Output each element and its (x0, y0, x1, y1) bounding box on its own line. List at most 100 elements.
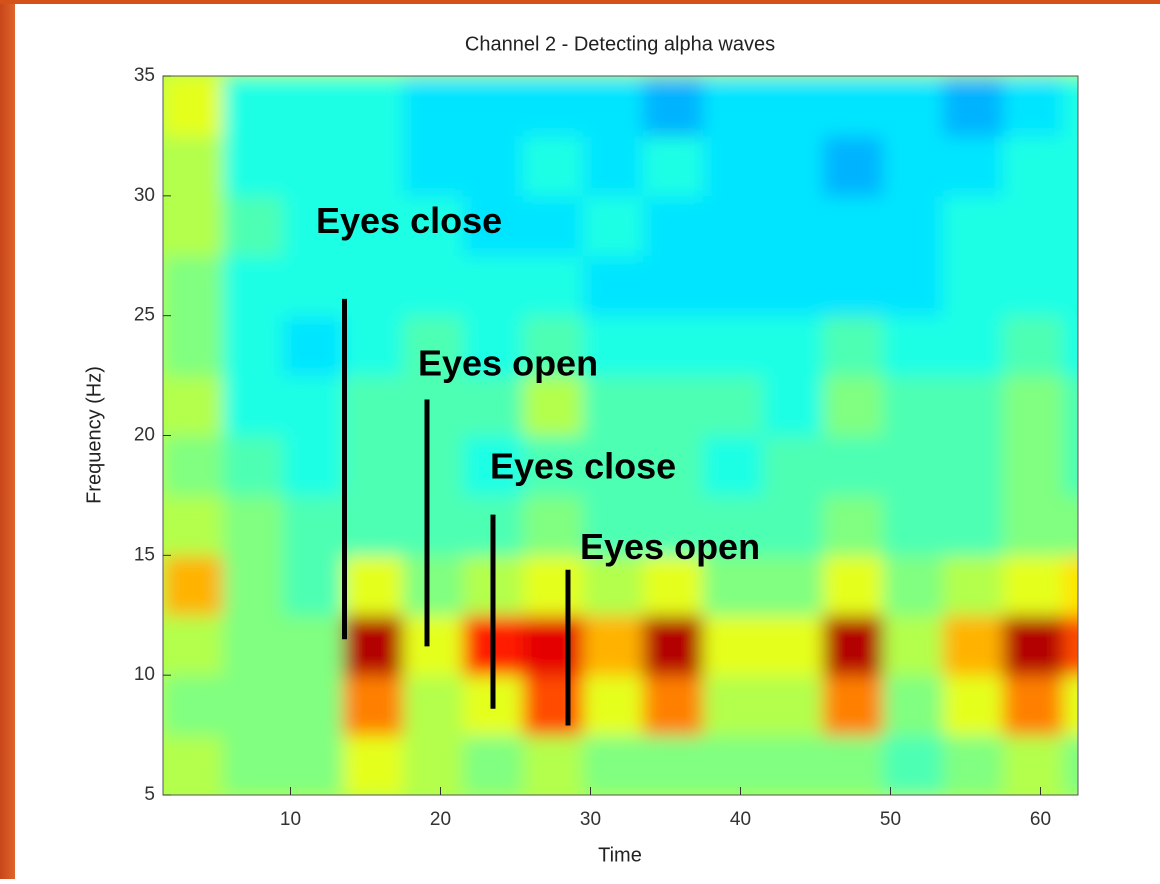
heatmap-cell (223, 316, 284, 376)
heatmap-cell (1063, 196, 1124, 256)
heatmap-cell (343, 735, 404, 795)
heatmap-cell (823, 615, 884, 675)
annotation: Eyes close (490, 446, 676, 487)
heatmap-cell (883, 316, 944, 376)
heatmap-cell (763, 376, 824, 436)
heatmap-cell (343, 376, 404, 436)
heatmap-cell (763, 675, 824, 735)
heatmap-cell (943, 555, 1004, 615)
heatmap-cell (163, 555, 224, 615)
heatmap-cell (403, 615, 464, 675)
heatmap-cell (883, 136, 944, 196)
heatmap-cell (223, 76, 284, 136)
heatmap-cell (763, 136, 824, 196)
heatmap-cell (1063, 316, 1124, 376)
heatmap-cell (163, 316, 224, 376)
heatmap-cell (223, 555, 284, 615)
heatmap-cell (223, 376, 284, 436)
heatmap-cell (943, 376, 1004, 436)
heatmap-cell (223, 196, 284, 256)
heatmap-cell (1003, 256, 1064, 316)
heatmap-cell (883, 436, 944, 496)
x-tick-label: 60 (1030, 809, 1051, 830)
heatmap-cell (703, 316, 764, 376)
heatmap-cell (403, 136, 464, 196)
heatmap-cell (703, 196, 764, 256)
heatmap-cell (283, 675, 344, 735)
heatmap-cell (403, 675, 464, 735)
heatmap-cell (1063, 376, 1124, 436)
heatmap-cell (943, 136, 1004, 196)
heatmap-cell (163, 735, 224, 795)
heatmap-cell (943, 735, 1004, 795)
heatmap-cell (343, 555, 404, 615)
heatmap-cell (883, 555, 944, 615)
heatmap-cell (943, 436, 1004, 496)
heatmap-cell (1063, 615, 1124, 675)
heatmap (143, 56, 1124, 815)
heatmap-cell (763, 495, 824, 555)
heatmap-cell (583, 376, 644, 436)
heatmap-cell (523, 555, 584, 615)
heatmap-cell (283, 495, 344, 555)
heatmap-cell (1003, 136, 1064, 196)
heatmap-cell (823, 196, 884, 256)
heatmap-cell (643, 136, 704, 196)
frame-top (0, 0, 1160, 4)
heatmap-cell (403, 555, 464, 615)
heatmap-cell (703, 615, 764, 675)
annotation: Eyes open (580, 526, 760, 567)
heatmap-cell (1063, 136, 1124, 196)
heatmap-cell (343, 316, 404, 376)
heatmap-cell (523, 495, 584, 555)
heatmap-cell (763, 76, 824, 136)
heatmap-cell (643, 316, 704, 376)
heatmap-cell (463, 256, 524, 316)
heatmap-cell (463, 376, 524, 436)
heatmap-cell (163, 256, 224, 316)
heatmap-cell (343, 136, 404, 196)
heatmap-cell (703, 76, 764, 136)
x-tick-label: 10 (280, 809, 301, 830)
heatmap-cell (1063, 675, 1124, 735)
heatmap-cell (943, 76, 1004, 136)
heatmap-cell (463, 136, 524, 196)
heatmap-cell (823, 136, 884, 196)
x-tick-label: 50 (880, 809, 901, 830)
heatmap-cell (223, 615, 284, 675)
heatmap-cell (583, 675, 644, 735)
heatmap-cell (703, 735, 764, 795)
heatmap-cell (1003, 436, 1064, 496)
heatmap-cell (1003, 376, 1064, 436)
heatmap-cell (943, 196, 1004, 256)
heatmap-cell (703, 256, 764, 316)
heatmap-cell (883, 256, 944, 316)
heatmap-cell (1063, 735, 1124, 795)
heatmap-cell (523, 675, 584, 735)
heatmap-cell (523, 735, 584, 795)
y-tick-label: 5 (144, 784, 155, 805)
heatmap-cell (943, 495, 1004, 555)
heatmap-cell (703, 675, 764, 735)
heatmap-cell (763, 316, 824, 376)
heatmap-cell (643, 675, 704, 735)
heatmap-cell (943, 316, 1004, 376)
heatmap-cell (643, 76, 704, 136)
heatmap-cell (823, 76, 884, 136)
heatmap-cell (163, 436, 224, 496)
heatmap-cell (883, 196, 944, 256)
heatmap-cell (883, 675, 944, 735)
heatmap-cell (403, 436, 464, 496)
heatmap-cell (763, 615, 824, 675)
heatmap-cell (883, 376, 944, 436)
heatmap-cell (223, 256, 284, 316)
heatmap-cell (283, 316, 344, 376)
heatmap-cell (163, 495, 224, 555)
heatmap-cell (463, 76, 524, 136)
heatmap-cell (163, 376, 224, 436)
heatmap-cell (403, 76, 464, 136)
heatmap-cell (763, 196, 824, 256)
heatmap-cell (823, 256, 884, 316)
heatmap-cell (643, 376, 704, 436)
heatmap-cell (943, 675, 1004, 735)
